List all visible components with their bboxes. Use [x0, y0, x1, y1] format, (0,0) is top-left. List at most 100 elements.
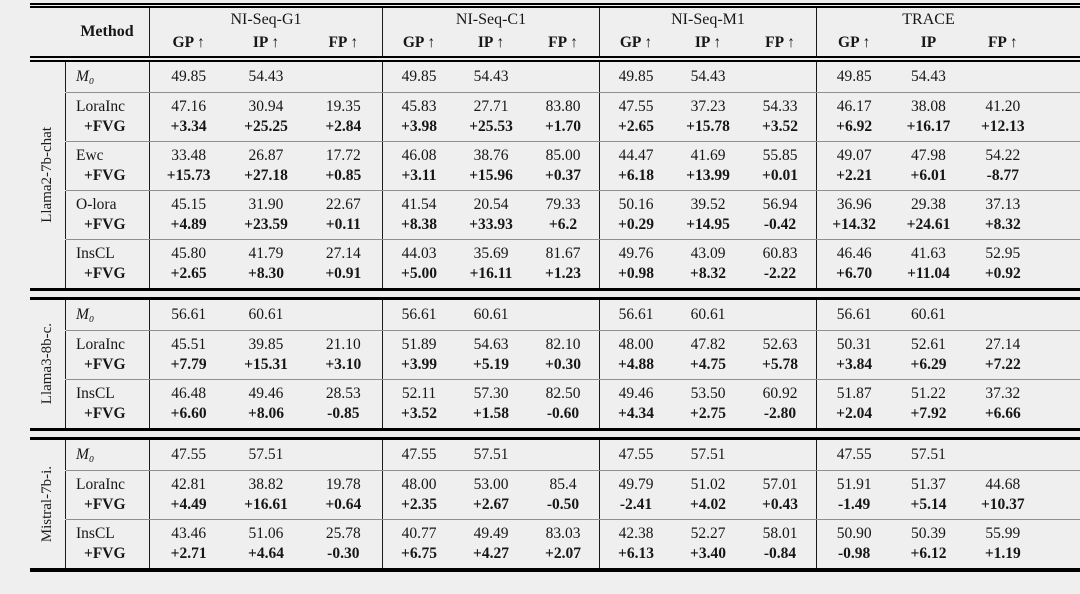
- base-value: 52.11: [401, 385, 437, 402]
- base-value: 54.43: [248, 68, 284, 85]
- base-value: 60.83: [762, 245, 798, 262]
- value-cell: 38.76 +15.96: [455, 142, 527, 190]
- base-value: 51.91: [836, 476, 872, 493]
- value-cell: 46.46 +6.70: [817, 240, 891, 288]
- base-value: 52.95: [985, 245, 1021, 262]
- delta-value: +5.14: [910, 496, 947, 513]
- group-header-niseq-m1: NI-Seq-M1 GP ↑ IP ↑ FP ↑: [599, 8, 816, 56]
- delta-value: +7.22: [984, 356, 1021, 373]
- table-row: O-lora +FVG 45.15 +4.89 31.90 +23.59 22.67 +0.1…: [30, 191, 1080, 239]
- base-value: 51.22: [911, 385, 946, 402]
- value-cell: 46.48 +6.60: [150, 380, 227, 428]
- group-cells: 47.16 +3.34 30.94 +25.25 19.35 +2.84: [149, 93, 382, 141]
- base-value: 50.39: [911, 525, 946, 542]
- value-cell: 60.83 -2.22: [744, 240, 816, 288]
- delta-value: +2.07: [545, 545, 581, 562]
- base-value: 45.80: [171, 245, 207, 262]
- table-row: M₀ 47.55 57.51 47.55 57.51 47.55 57.51 47.55 57.…: [30, 440, 1080, 470]
- base-value: 31.90: [248, 196, 284, 213]
- delta-value: +0.85: [325, 167, 362, 184]
- delta-value: +4.34: [618, 405, 654, 422]
- method-cell: M₀: [65, 300, 149, 330]
- value-cell: 51.37 +5.14: [891, 471, 965, 519]
- base-value: 54.43: [473, 68, 509, 85]
- group-cells: 49.79 -2.41 51.02 +4.02 57.01 +0.43: [599, 471, 816, 519]
- value-cell: 56.61: [383, 305, 455, 325]
- group-cells: 44.03 +5.00 35.69 +16.11 81.67 +1.23: [382, 240, 599, 288]
- method-name: LoraInc: [76, 98, 126, 115]
- base-value: 45.15: [171, 196, 207, 213]
- value-cell: 44.68 +10.37: [966, 471, 1040, 519]
- delta-value: +0.01: [762, 167, 798, 184]
- group-cells: 56.61 60.61: [599, 300, 816, 330]
- base-value: 38.76: [473, 147, 509, 164]
- delta-value: +6.70: [836, 265, 873, 282]
- table-row: LoraInc +FVG 47.16 +3.34 30.94 +25.25 19.35 +2.…: [30, 93, 1080, 141]
- delta-value: +25.25: [244, 118, 288, 135]
- value-cell: 26.87 +27.18: [227, 142, 304, 190]
- base-value: 85.00: [545, 147, 581, 164]
- fvg-label: +FVG: [84, 216, 126, 233]
- delta-value: -1.49: [838, 496, 871, 513]
- method-cell: InsCL +FVG: [65, 240, 149, 288]
- delta-value: +6.01: [910, 167, 947, 184]
- group-header-niseq-c1: NI-Seq-C1 GP ↑ IP ↑ FP ↑: [382, 8, 599, 56]
- delta-value: +4.64: [248, 545, 284, 562]
- base-value: 41.54: [401, 196, 437, 213]
- base-value: 27.14: [985, 336, 1021, 353]
- value-cell: 54.43: [455, 67, 527, 87]
- group-metric-headers: GP ↑ IP ↑ FP ↑: [150, 30, 382, 56]
- fvg-label: +FVG: [84, 496, 126, 513]
- base-value: 42.38: [618, 525, 654, 542]
- value-cell: 60.92 -2.80: [744, 380, 816, 428]
- base-value: 48.00: [618, 336, 654, 353]
- method-cell: InsCL +FVG: [65, 380, 149, 428]
- delta-value: +11.04: [907, 265, 950, 282]
- base-value: 50.16: [618, 196, 654, 213]
- table-row: InsCL +FVG 45.80 +2.65 41.79 +8.30 27.14 +0.91 4…: [30, 240, 1080, 288]
- group-cells: 50.90 -0.98 50.39 +6.12 55.99 +1.19: [816, 520, 1080, 568]
- base-value: 45.83: [401, 98, 437, 115]
- value-cell: 27.14 +0.91: [305, 240, 382, 288]
- delta-value: +8.32: [984, 216, 1021, 233]
- group-name: TRACE: [902, 11, 955, 28]
- row-divider: [66, 379, 1080, 380]
- value-cell: 45.80 +2.65: [150, 240, 227, 288]
- group-cells: 47.55 57.51: [382, 440, 599, 470]
- base-value: 60.61: [473, 306, 509, 323]
- value-cell: 81.67 +1.23: [527, 240, 599, 288]
- delta-value: +2.84: [325, 118, 362, 135]
- delta-value: +7.92: [910, 405, 947, 422]
- value-cell: 41.79 +8.30: [227, 240, 304, 288]
- value-cell: 36.96 +14.32: [817, 191, 891, 239]
- value-cell: 48.00 +2.35: [383, 471, 455, 519]
- delta-value: +8.30: [248, 265, 284, 282]
- base-value: 41.79: [248, 245, 284, 262]
- group-cells: 45.15 +4.89 31.90 +23.59 22.67 +0.11: [149, 191, 382, 239]
- value-cell: 47.55 +2.65: [600, 93, 672, 141]
- group-header-niseq-g1: NI-Seq-G1 GP ↑ IP ↑ FP ↑: [149, 8, 382, 56]
- base-value: 39.85: [248, 336, 284, 353]
- value-cell: 40.77 +6.75: [383, 520, 455, 568]
- value-cell: 54.43: [891, 67, 965, 87]
- metric-header: FP ↑: [987, 34, 1018, 51]
- delta-value: -0.98: [838, 545, 871, 562]
- group-cells: 41.54 +8.38 20.54 +33.93 79.33 +6.2: [382, 191, 599, 239]
- value-cell: 47.98 +6.01: [891, 142, 965, 190]
- delta-value: +3.98: [401, 118, 437, 135]
- delta-value: -0.50: [546, 496, 580, 513]
- value-cell: 51.02 +4.02: [672, 471, 744, 519]
- delta-value: +5.19: [473, 356, 509, 373]
- base-value: 56.61: [618, 306, 654, 323]
- fvg-label: +FVG: [84, 167, 126, 184]
- base-value: 52.63: [762, 336, 798, 353]
- value-cell: 51.91 -1.49: [817, 471, 891, 519]
- base-value: 53.00: [473, 476, 509, 493]
- value-cell: 33.48 +15.73: [150, 142, 227, 190]
- group-cells: 52.11 +3.52 57.30 +1.58 82.50 -0.60: [382, 380, 599, 428]
- base-value: 36.96: [836, 196, 872, 213]
- base-value: 46.48: [171, 385, 207, 402]
- base-value: 47.55: [401, 446, 437, 463]
- value-cell: 57.51: [455, 445, 527, 465]
- base-value: 82.10: [545, 336, 581, 353]
